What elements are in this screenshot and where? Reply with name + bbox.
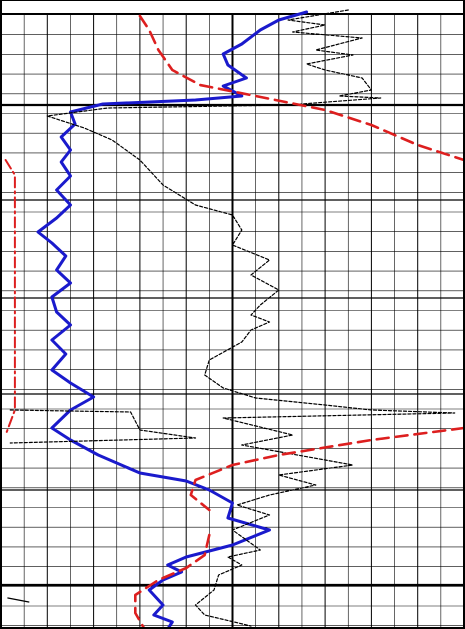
series-line-blue-solid-0: [36, 10, 309, 629]
series-line-red-dashdot-6: [4, 159, 16, 436]
series-line-red-dashed-5: [134, 533, 211, 629]
series-line-red-dashed-3: [138, 14, 465, 162]
series-line-black-dotted-2: [9, 409, 197, 444]
series-line-black-solid-7: [7, 597, 30, 603]
series-line-black-dotted-1: [46, 9, 456, 627]
series-layer: [4, 9, 465, 629]
series-line-red-dashed-4: [189, 426, 465, 512]
grid-major: [1, 13, 464, 628]
